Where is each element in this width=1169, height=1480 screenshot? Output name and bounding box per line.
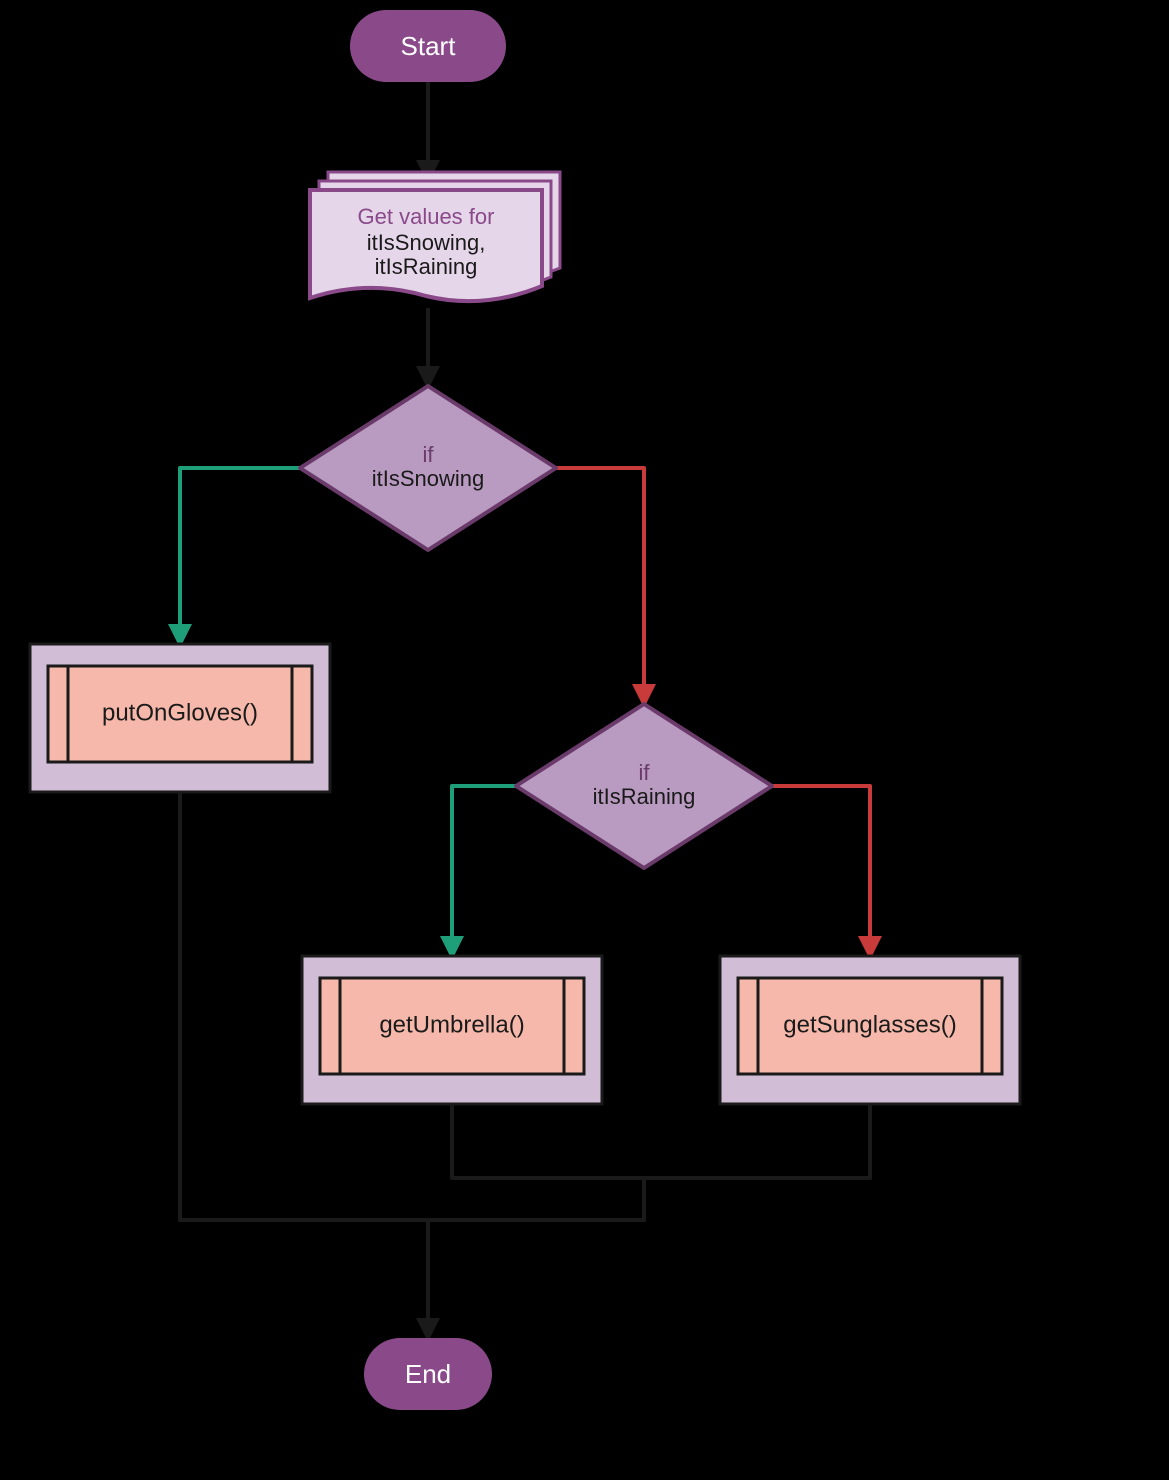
start-node-label: Start [401,31,457,61]
end-node-label: End [405,1359,451,1389]
process-gloves-label: putOnGloves() [102,699,258,726]
decision-snowing: ifitIsSnowing [300,386,556,550]
edge-e_d1_true [180,468,300,644]
edge-e_d1_false [556,468,644,704]
process-sunglasses: getSunglasses() [720,956,1020,1124]
decision-raining: ifitIsRaining [516,704,772,868]
edge-e_d2_true [452,786,516,956]
end-node: End [364,1338,492,1410]
decision-snowing-if: if [423,442,435,467]
input-title: Get values for [358,204,495,229]
decision-raining-if: if [639,760,651,785]
process-sunglasses-label: getSunglasses() [783,1011,956,1038]
decision-snowing-cond: itIsSnowing [372,466,485,491]
input-var2: itIsRaining [375,254,478,279]
edge-e_d2_false [772,786,870,956]
edge-e_p3_down [644,1104,870,1178]
input-var1: itIsSnowing, [367,230,486,255]
edge-e_p2_down [428,1104,644,1220]
process-gloves: putOnGloves() [30,644,330,812]
process-umbrella: getUmbrella() [302,956,602,1124]
process-umbrella-label: getUmbrella() [379,1011,524,1038]
input-node: Get values foritIsSnowing,itIsRaining [310,172,560,301]
start-node: Start [350,10,506,82]
flowchart-canvas: StartEndGet values foritIsSnowing,itIsRa… [0,0,1169,1480]
decision-raining-cond: itIsRaining [593,784,696,809]
